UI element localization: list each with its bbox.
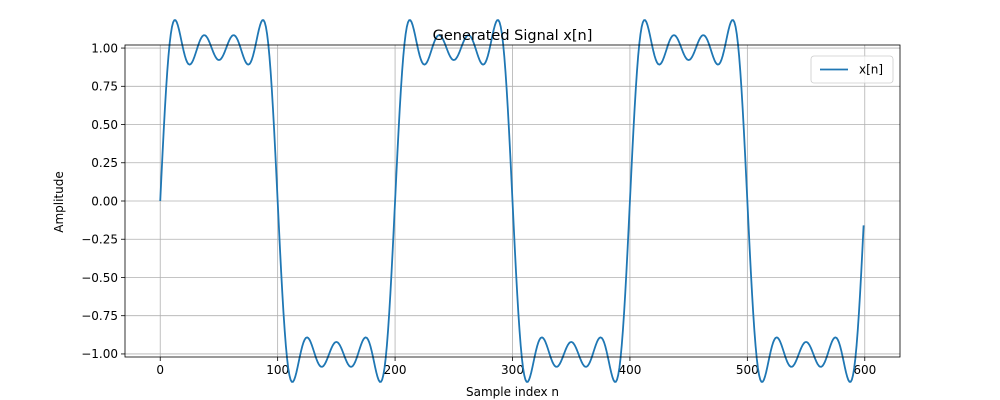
x-tick-label: 300 <box>501 363 524 377</box>
y-tick-label: −0.50 <box>81 271 118 285</box>
x-axis-ticks: 0 100 200 300 400 500 600 <box>156 357 876 377</box>
grid <box>125 45 900 357</box>
x-tick-label: 500 <box>736 363 759 377</box>
y-tick-label: 0.75 <box>91 80 118 94</box>
series-group <box>159 19 865 383</box>
y-tick-label: 0.00 <box>91 194 118 208</box>
y-axis-label: Amplitude <box>52 171 66 233</box>
y-tick-label: 0.25 <box>91 156 118 170</box>
legend: x[n] <box>810 55 894 84</box>
x-tick-label: 200 <box>384 363 407 377</box>
series-line-x-n <box>159 19 865 383</box>
x-tick-label: 600 <box>853 363 876 377</box>
x-tick-label: 0 <box>156 363 164 377</box>
y-tick-label: 0.50 <box>91 118 118 132</box>
y-tick-label: 1.00 <box>91 41 118 55</box>
chart-title: Generated Signal x[n] <box>433 28 593 44</box>
legend-box <box>810 55 894 84</box>
legend-label: x[n] <box>859 63 883 77</box>
x-axis-label: Sample index n <box>466 385 559 399</box>
plot-frame <box>124 44 901 358</box>
y-tick-label: −1.00 <box>81 347 118 361</box>
x-tick-label: 100 <box>266 363 289 377</box>
y-axis-ticks: 1.00 0.75 0.50 0.25 0.00 −0.25 −0.50 −0.75 −1.00 <box>81 41 125 361</box>
x-tick-label: 400 <box>618 363 641 377</box>
y-tick-label: −0.75 <box>81 309 118 323</box>
y-tick-label: −0.25 <box>81 233 118 247</box>
